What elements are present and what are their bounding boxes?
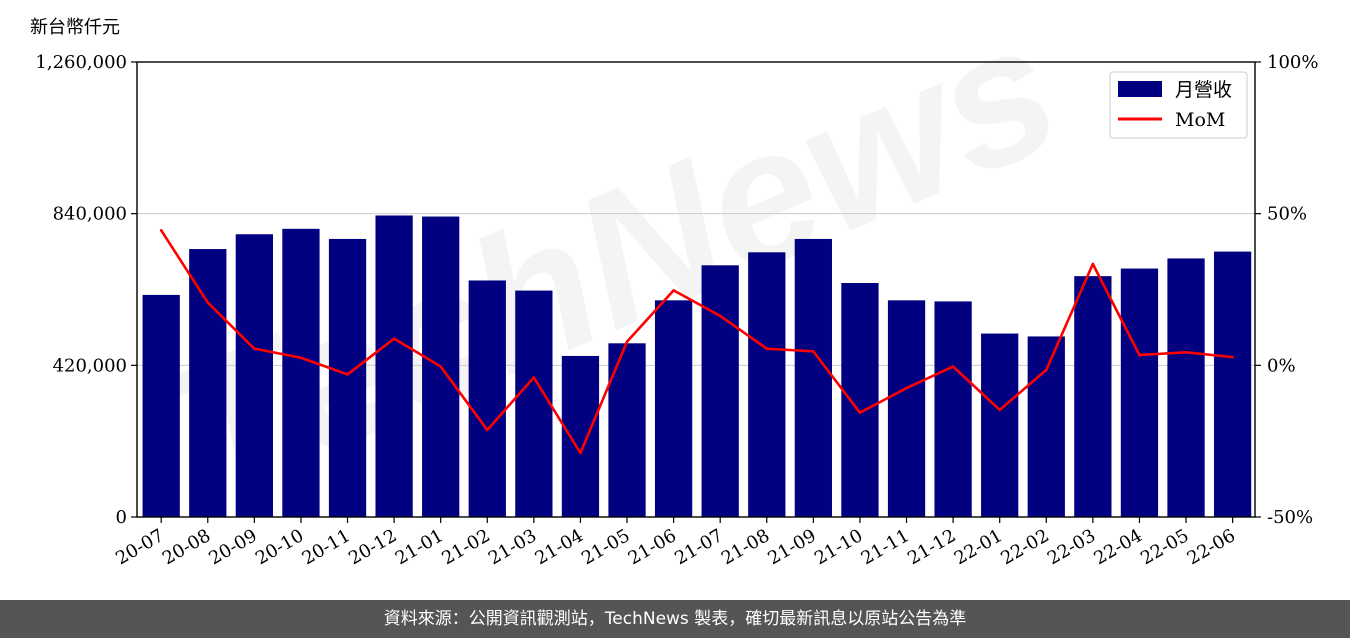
bar-21-10 [841, 283, 879, 517]
mom-point-22-05 [1184, 350, 1188, 354]
bar-20-07 [142, 294, 180, 517]
mom-point-20-09 [253, 347, 256, 350]
bar-21-06 [654, 300, 693, 517]
mom-point-21-01 [439, 365, 442, 368]
x-tick-label: 22-01 [951, 525, 1006, 569]
mom-point-21-10 [858, 411, 862, 414]
bar-20-08 [189, 249, 227, 518]
mom-point-20-07 [159, 229, 163, 232]
mom-point-21-04 [579, 451, 582, 455]
x-tick-label: 22-06 [1184, 525, 1239, 569]
x-tick-label: 21-03 [485, 525, 540, 569]
x-tick-label: 21-01 [392, 525, 447, 569]
mom-point-21-12 [951, 365, 955, 368]
x-tick-label: 21-10 [811, 525, 866, 569]
x-tick-label: 21-09 [764, 525, 819, 569]
x-tick-label: 21-11 [858, 525, 913, 569]
chart: TechNews 0420,000840,0001,260,000-50%0%5… [30, 0, 1318, 569]
y-right-tick-label: 100% [1267, 52, 1318, 73]
bar-21-02 [468, 280, 506, 517]
mom-point-20-12 [392, 337, 396, 340]
mom-point-21-05 [625, 340, 629, 343]
x-tick-label: 20-10 [252, 525, 307, 569]
x-tick-label: 20-07 [112, 525, 167, 569]
bar-22-02 [1027, 336, 1065, 517]
mom-point-22-06 [1231, 355, 1234, 359]
x-tick-label: 22-05 [1137, 525, 1192, 569]
x-tick-label: 20-12 [345, 525, 400, 569]
mom-point-21-06 [672, 289, 675, 292]
bar-21-12 [934, 301, 972, 517]
source-footer: 資料來源：公開資訊觀測站，TechNews 製表，確切最新訊息以原站公告為準 [0, 600, 1350, 638]
y-axis-unit-label: 新台幣仟元 [30, 17, 120, 38]
mom-point-22-04 [1138, 353, 1141, 357]
mom-point-22-01 [998, 408, 1001, 412]
y-left-tick-label: 1,260,000 [35, 52, 127, 73]
mom-line-layer [159, 229, 1234, 455]
mom-point-21-09 [812, 350, 815, 353]
mom-point-20-10 [299, 356, 303, 360]
y-left-tick-label: 0 [116, 507, 127, 528]
mom-point-20-11 [346, 373, 349, 376]
x-tick-label: 21-07 [671, 525, 726, 569]
y-left-tick-label: 840,000 [53, 204, 127, 225]
legend-label-mom: MoM [1175, 109, 1225, 131]
y-right-tick-label: 50% [1267, 204, 1307, 225]
x-tick-label: 21-05 [578, 525, 633, 569]
bar-21-11 [887, 300, 926, 517]
y-right-tick-label: -50% [1267, 507, 1313, 528]
legend-label-monthly-revenue: 月營收 [1175, 79, 1232, 101]
mom-point-22-02 [1044, 368, 1048, 372]
x-tick-label: 21-08 [718, 525, 773, 569]
x-tick-label: 21-06 [625, 525, 680, 569]
mom-line [160, 229, 1233, 455]
y-right-tick-label: 0% [1267, 355, 1296, 376]
mom-point-22-03 [1091, 262, 1095, 266]
bars [142, 215, 1252, 518]
bar-22-04 [1120, 268, 1159, 517]
x-tick-label: 20-11 [299, 525, 354, 569]
bar-21-04 [561, 355, 600, 517]
bar-22-05 [1167, 258, 1205, 517]
x-tick-label: 21-02 [438, 525, 493, 569]
bar-22-06 [1213, 251, 1252, 518]
bar-21-03 [515, 290, 553, 517]
bar-22-01 [981, 333, 1019, 517]
x-tick-label: 20-08 [159, 525, 214, 569]
x-tick-label: 22-02 [997, 525, 1052, 569]
mom-point-21-08 [765, 347, 769, 350]
bar-21-09 [794, 238, 832, 517]
x-tick-label: 22-04 [1091, 525, 1146, 569]
bar-22-03 [1074, 276, 1112, 517]
legend-swatch-monthly-revenue [1118, 81, 1162, 97]
bar-20-09 [235, 234, 273, 517]
bar-20-11 [328, 238, 367, 517]
y-left-tick-label: 420,000 [53, 355, 127, 376]
plot-frame [136, 61, 1256, 518]
x-tick-label: 22-03 [1044, 525, 1099, 569]
bar-21-08 [748, 252, 786, 518]
legend: 月營收 MoM [1109, 71, 1248, 139]
bar-20-12 [375, 215, 413, 517]
bar-21-07 [701, 265, 739, 517]
mom-point-21-02 [485, 428, 489, 432]
bar-21-05 [608, 343, 646, 517]
mom-point-21-07 [718, 314, 722, 318]
x-tick-label: 21-12 [904, 525, 959, 569]
bar-20-10 [282, 228, 320, 518]
mom-point-21-11 [905, 386, 908, 390]
mom-point-21-03 [532, 376, 536, 379]
x-tick-label: 21-04 [532, 525, 587, 569]
mom-point-20-08 [206, 301, 210, 304]
